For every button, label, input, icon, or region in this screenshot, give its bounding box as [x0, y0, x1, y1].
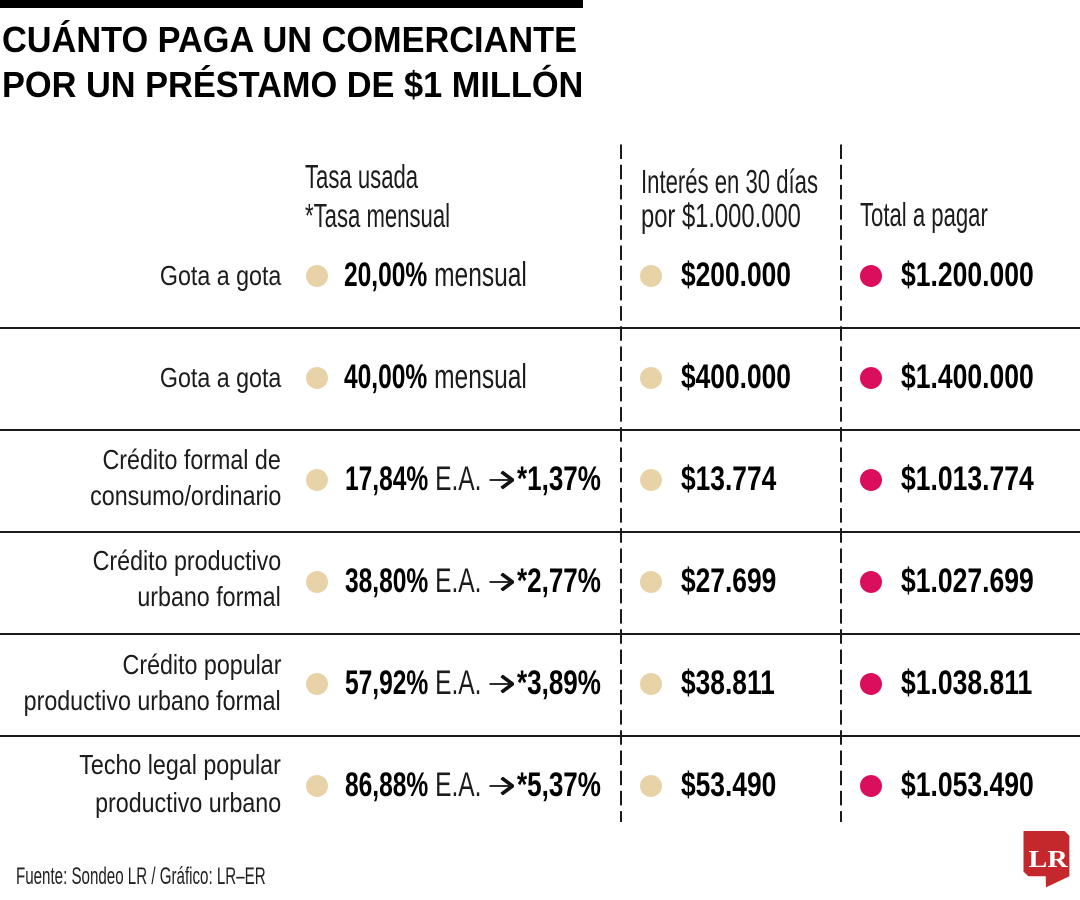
svg-text:LR: LR	[1029, 845, 1069, 873]
